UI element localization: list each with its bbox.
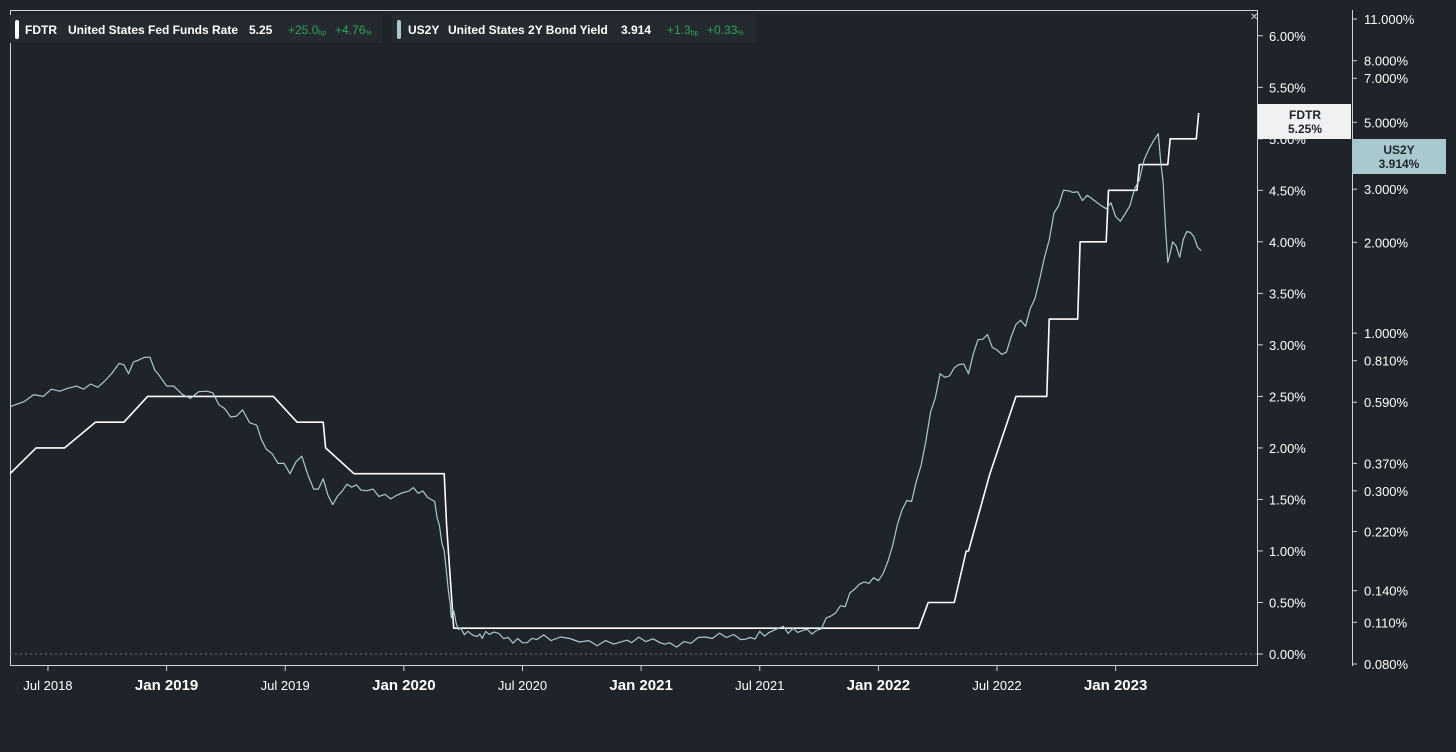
y-left-tick-label: 3.00% xyxy=(1269,338,1306,353)
y-right-tick-label: 0.080% xyxy=(1364,657,1409,672)
y-left-tick-label: 4.00% xyxy=(1269,235,1306,250)
y-right-tick-label: 1.000% xyxy=(1364,326,1409,341)
plot-frame xyxy=(10,10,1258,666)
legend-fdtr-bg xyxy=(10,15,382,43)
y-left-tick-label: 6.00% xyxy=(1269,29,1306,44)
y-right-tick-label: 5.000% xyxy=(1364,115,1409,130)
y-left-tick-label: 3.50% xyxy=(1269,286,1306,301)
legend-fdtr-chg-bp: +25.0bp xyxy=(288,23,326,37)
y-left-tick-label: 1.00% xyxy=(1269,544,1306,559)
y-right-tick-label: 3.000% xyxy=(1364,182,1409,197)
legend-us2y-chg-bp: +1.3bp xyxy=(667,23,699,37)
y-right-tick-label: 7.000% xyxy=(1364,71,1409,86)
y-right-tick-label: 0.220% xyxy=(1364,524,1409,539)
close-icon[interactable]: ✕ xyxy=(1250,12,1258,23)
legend-fdtr-last: 5.25 xyxy=(249,23,273,37)
series-line-fdtr xyxy=(9,112,1200,630)
legend-fdtr-name: United States Fed Funds Rate xyxy=(68,23,238,37)
x-tick-label: Jan 2021 xyxy=(609,677,672,694)
legend-fdtr-chg-pct: +4.76% xyxy=(335,23,372,37)
y-left-tick-label: 1.50% xyxy=(1269,492,1306,507)
x-tick-label: Jul 2018 xyxy=(23,678,72,693)
y-right-tick-label: 0.300% xyxy=(1364,484,1409,499)
x-tick-label: Jul 2019 xyxy=(261,678,310,693)
series-line-us2y xyxy=(9,133,1202,648)
x-tick-label: Jan 2019 xyxy=(135,677,198,694)
y-left-tick-label: 0.50% xyxy=(1269,595,1306,610)
y-right-tick-label: 0.140% xyxy=(1364,584,1409,599)
y-right-tick-label: 0.590% xyxy=(1364,395,1409,410)
legend-us2y-last: 3.914 xyxy=(621,23,651,37)
legend-us2y-chg-pct: +0.33% xyxy=(707,23,744,37)
legend-us2y-name: United States 2Y Bond Yield xyxy=(448,23,608,37)
legend-fdtr-swatch xyxy=(15,20,19,39)
y-left-tick-label: 2.00% xyxy=(1269,441,1306,456)
legend-us2y-swatch xyxy=(397,20,401,39)
fdtr-last-label-box xyxy=(1258,104,1351,139)
last-value-labels: FDTR 5.25% US2Y 3.914% xyxy=(1258,104,1446,174)
x-tick-label: Jan 2023 xyxy=(1084,677,1147,694)
us2y-last-label-value: 3.914% xyxy=(1379,157,1420,171)
y-right-tick-label: 0.110% xyxy=(1364,615,1408,630)
y-left-tick-label: 5.50% xyxy=(1269,80,1306,95)
y-axis-right: 11.000% 8.000% 7.000% 5.000% 3.000% 2.000% 1.0… xyxy=(1352,10,1415,672)
legend-us2y-bg xyxy=(392,15,756,43)
x-tick-label: Jul 2022 xyxy=(972,678,1021,693)
y-right-tick-label: 8.000% xyxy=(1364,54,1409,69)
fdtr-last-label-ticker: FDTR xyxy=(1289,108,1321,122)
y-left-tick-label: 0.00% xyxy=(1269,647,1306,662)
series-layer xyxy=(9,112,1202,648)
y-left-tick-label: 4.50% xyxy=(1269,183,1306,198)
us2y-last-label-box xyxy=(1352,139,1446,174)
y-right-tick-label: 0.810% xyxy=(1364,354,1409,369)
y-left-tick-label: 2.50% xyxy=(1269,389,1306,404)
legend-us2y-ticker: US2Y xyxy=(408,23,439,37)
y-right-tick-label: 0.370% xyxy=(1364,456,1409,471)
x-tick-label: Jan 2020 xyxy=(372,677,435,694)
us2y-last-label-ticker: US2Y xyxy=(1383,143,1414,157)
x-tick-label: Jul 2021 xyxy=(735,678,784,693)
legend-fdtr-ticker: FDTR xyxy=(25,23,57,37)
y-right-tick-label: 11.000% xyxy=(1364,12,1415,27)
legend: FDTR United States Fed Funds Rate 5.25 +… xyxy=(10,15,756,43)
x-axis: Jul 2018 Jan 2019 Jul 2019 Jan 2020 Jul 2020… xyxy=(23,666,1147,694)
fdtr-last-label-value: 5.25% xyxy=(1288,122,1322,136)
x-tick-label: Jan 2022 xyxy=(847,677,910,694)
y-right-tick-label: 2.000% xyxy=(1364,235,1409,250)
x-tick-label: Jul 2020 xyxy=(498,678,547,693)
